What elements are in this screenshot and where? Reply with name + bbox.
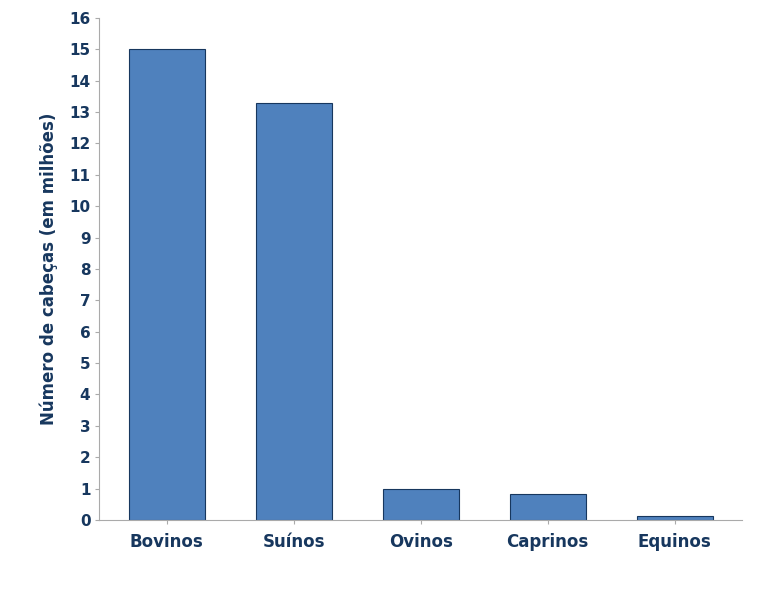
Bar	[636, 516, 713, 520]
Bar	[256, 102, 332, 520]
Bar	[129, 49, 205, 520]
Y-axis label: Número de cabeças (em milhões): Número de cabeças (em milhões)	[40, 113, 58, 425]
Bar	[382, 489, 459, 520]
Bar	[509, 494, 586, 520]
